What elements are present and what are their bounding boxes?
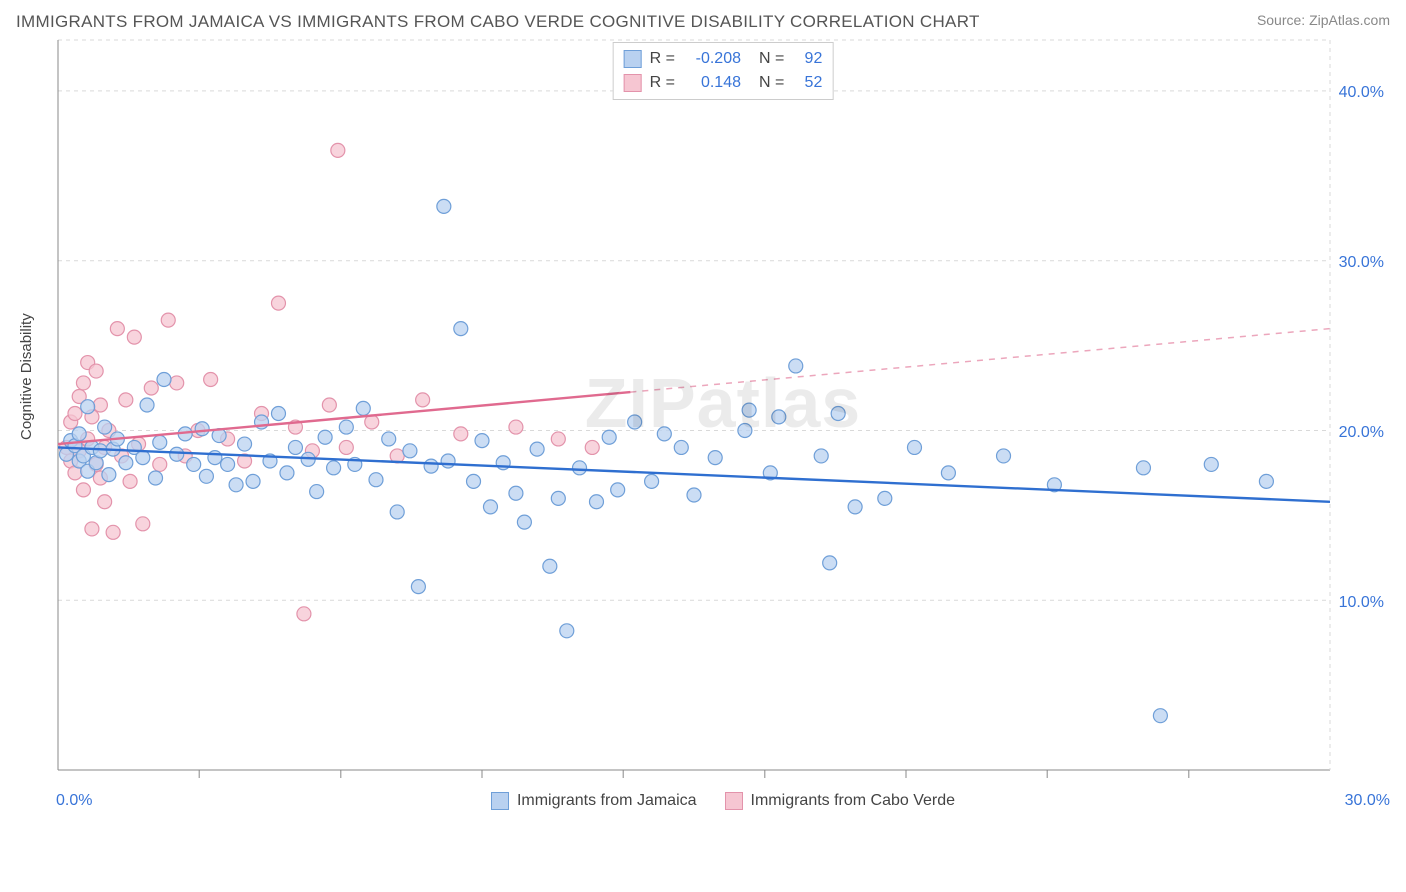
legend-n-label: N = [759, 71, 784, 95]
legend-n-value: 92 [792, 47, 822, 71]
legend-stat-row: R = -0.208 N = 92 [624, 47, 823, 71]
legend-stat-row: R = 0.148 N = 52 [624, 71, 823, 95]
legend-swatch [624, 50, 642, 68]
bottom-legend-item: Immigrants from Jamaica [491, 792, 697, 810]
y-axis-label: Cognitive Disability [18, 313, 35, 440]
legend-r-label: R = [650, 71, 675, 95]
legend-r-value: -0.208 [683, 47, 741, 71]
scatter-plot-svg [56, 36, 1390, 816]
legend-stats-box: R = -0.208 N = 92 R = 0.148 N = 52 [613, 42, 834, 100]
y-tick-40: 40.0% [1339, 84, 1384, 102]
legend-r-value: 0.148 [683, 71, 741, 95]
legend-swatch [725, 792, 743, 810]
y-tick-30: 30.0% [1339, 254, 1384, 272]
chart-area: ZIPatlas R =-0.208N =92R =0.148N =52 40.… [56, 36, 1390, 816]
legend-label: Immigrants from Cabo Verde [751, 792, 956, 810]
bottom-legend: Immigrants from Jamaica Immigrants from C… [56, 792, 1390, 810]
chart-source: Source: ZipAtlas.com [1257, 12, 1390, 28]
chart-title: IMMIGRANTS FROM JAMAICA VS IMMIGRANTS FR… [16, 12, 980, 32]
legend-swatch [491, 792, 509, 810]
legend-n-label: N = [759, 47, 784, 71]
legend-n-value: 52 [792, 71, 822, 95]
legend-swatch [624, 74, 642, 92]
bottom-legend-item: Immigrants from Cabo Verde [725, 792, 956, 810]
y-tick-20: 20.0% [1339, 424, 1384, 442]
y-tick-10: 10.0% [1339, 594, 1384, 612]
legend-label: Immigrants from Jamaica [517, 792, 697, 810]
chart-header: IMMIGRANTS FROM JAMAICA VS IMMIGRANTS FR… [0, 0, 1406, 36]
legend-r-label: R = [650, 47, 675, 71]
